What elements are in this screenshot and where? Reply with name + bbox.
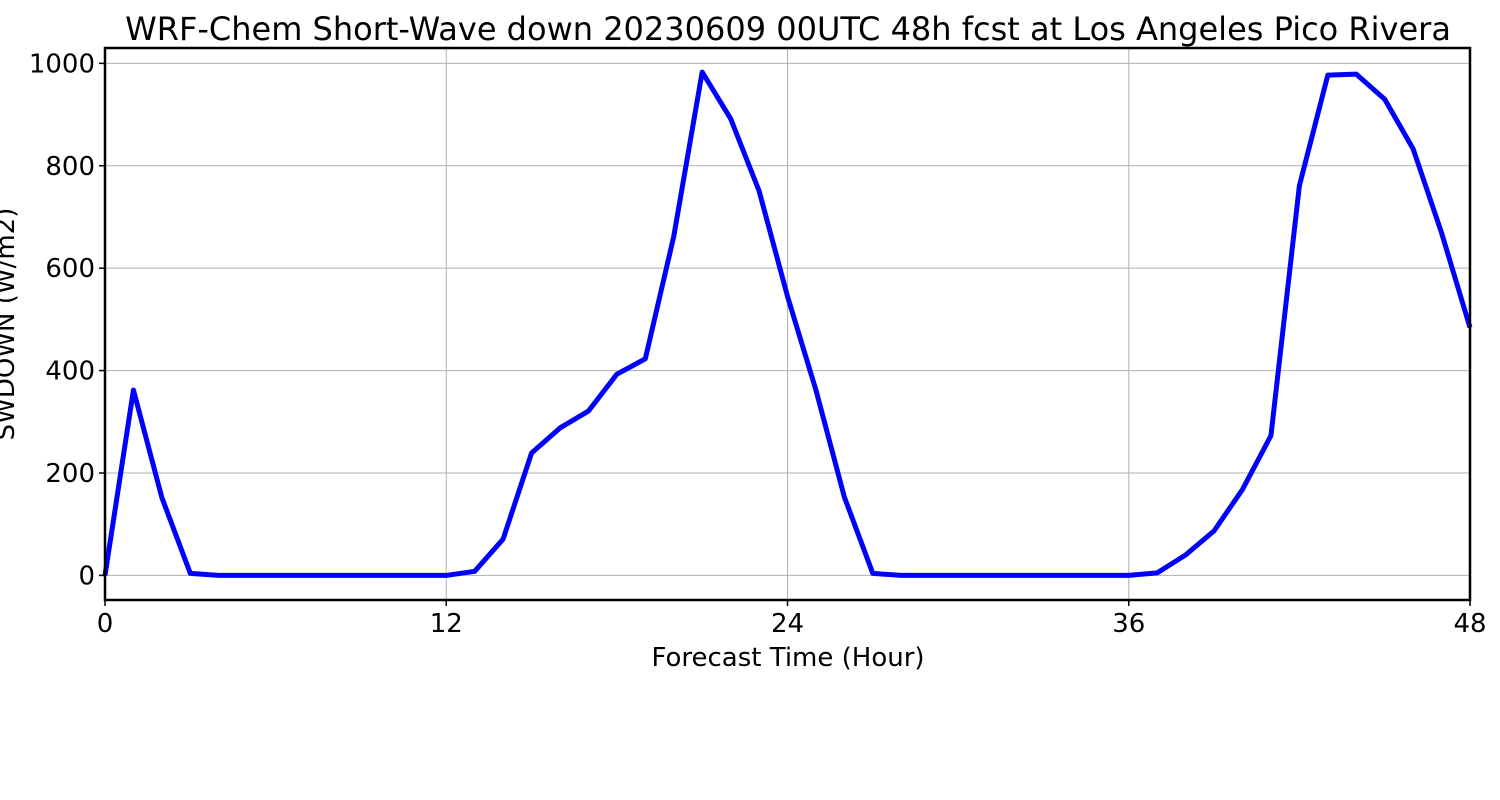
y-axis-label: SWDOWN (W/m2): [0, 208, 21, 441]
x-tick-label: 48: [1453, 609, 1486, 639]
x-axis-label: Forecast Time (Hour): [651, 643, 924, 673]
y-tick-label: 0: [78, 561, 95, 591]
grid-lines: [104, 48, 1471, 600]
series-layer: [102, 69, 1473, 578]
y-tick-label: 1000: [29, 49, 95, 79]
x-tick-label: 36: [1112, 609, 1145, 639]
x-tick-label: 0: [97, 609, 114, 639]
y-tick-label: 600: [45, 254, 95, 284]
tick-layer: 0 12 24 36 48 0 200 400 600 800 1000: [29, 49, 1487, 639]
x-tick-label: 12: [430, 609, 463, 639]
series-line: [102, 69, 1473, 578]
y-tick-label: 400: [45, 357, 95, 387]
y-tick-label: 800: [45, 152, 95, 182]
x-tick-label: 24: [771, 609, 804, 639]
chart-title: WRF-Chem Short-Wave down 20230609 00UTC …: [125, 10, 1451, 48]
y-tick-label: 200: [45, 459, 95, 489]
